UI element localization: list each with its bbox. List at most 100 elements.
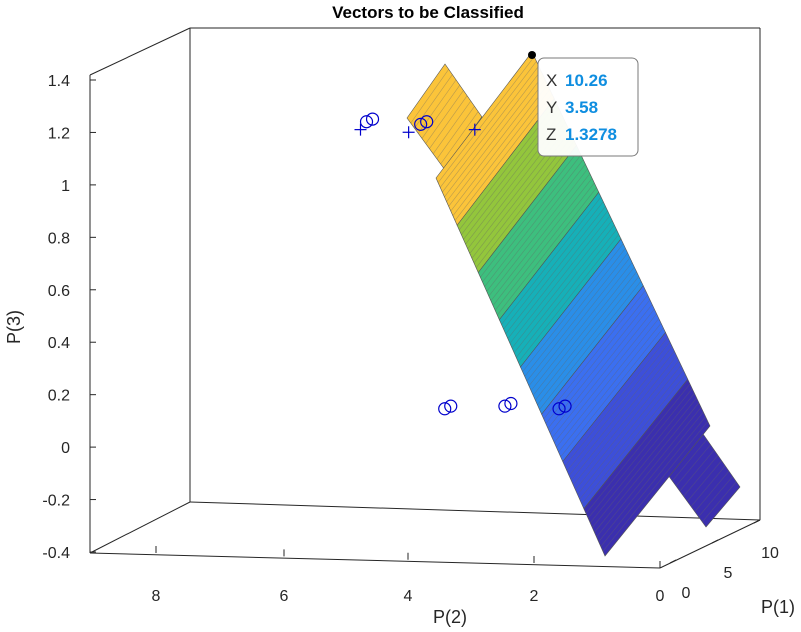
front-plane-gridline: [442, 65, 539, 193]
datatip-z-key: Z: [546, 125, 556, 144]
front-plane-gridline: [579, 369, 684, 500]
back-plane-gridline: [675, 444, 711, 487]
p1-tick-label: 0: [682, 585, 691, 602]
front-plane-gridline: [528, 257, 631, 387]
front-plane-gridline: [511, 220, 613, 349]
front-plane-gridline: [575, 360, 680, 491]
back-plane-gridline: [679, 449, 715, 492]
front-plane-gridline: [439, 61, 537, 188]
data-point-circle: [552, 402, 566, 416]
back-plane-gridline: [417, 79, 457, 134]
back-plane-gridline: [687, 460, 722, 502]
front-plane-gridline: [566, 341, 671, 472]
data-point-circle: [365, 112, 380, 126]
front-plane-gridline: [484, 159, 584, 287]
front-plane-gridline: [475, 140, 575, 268]
p3-tick-label: 0.2: [48, 388, 70, 405]
p3-axis-ticks: 1.4 1.2 1 0.8 0.6 0.4 0.2 0 -0.2 -0.4: [42, 73, 96, 562]
front-plane-gridline: [505, 206, 606, 335]
p3-tick-label: 0.4: [48, 335, 70, 352]
datatip[interactable]: X 10.26 Y 3.58 Z 1.3278: [528, 51, 639, 157]
front-plane-gridline: [558, 322, 662, 453]
front-plane-gridline: [577, 365, 682, 495]
p1-tick-mark: [711, 539, 719, 544]
front-plane-gridline: [551, 308, 655, 439]
p1-tick-label: 10: [761, 545, 779, 562]
data-point-plus: [354, 123, 367, 136]
back-plane-gridline: [683, 455, 719, 497]
data-point-circle: [504, 396, 518, 411]
p3-tick-label: -0.4: [42, 545, 70, 562]
front-plane-gridline: [503, 201, 604, 330]
p3-tick-label: -0.2: [42, 493, 70, 510]
chart-title: Vectors to be Classified: [332, 3, 524, 22]
front-plane-gridline: [556, 318, 660, 448]
front-plane-gridline: [602, 421, 709, 552]
back-plane-gridline: [698, 476, 733, 517]
front-plane-gridline: [490, 173, 591, 302]
front-plane-gridline: [524, 248, 626, 377]
data-point-circle: [558, 399, 572, 413]
front-plane-gridline: [518, 234, 620, 363]
front-plane-gridline: [570, 351, 675, 481]
front-plane-gridline: [585, 383, 691, 514]
data-point-circle: [359, 115, 374, 129]
datatip-box: [537, 57, 639, 157]
front-plane-band: [583, 378, 711, 557]
p3-tick-label: 1: [61, 178, 70, 195]
front-plane-gridline: [594, 402, 700, 533]
p3-tick-label: 0.6: [48, 283, 70, 300]
front-plane-gridline: [535, 271, 637, 401]
p2-tick-label: 8: [152, 588, 161, 605]
back-plane-gridline: [432, 100, 472, 154]
p3-tick-label: 0: [61, 440, 70, 457]
p3-tick-label: 0.8: [48, 230, 70, 247]
data-point-plus: [402, 126, 415, 139]
front-plane-gridline: [513, 224, 615, 354]
front-plane-gridline: [444, 70, 542, 198]
p2-tick-label: 4: [404, 588, 413, 605]
front-plane-gridline: [560, 327, 664, 457]
front-plane-gridline: [543, 290, 646, 420]
back-plane-gridline: [694, 470, 730, 512]
front-plane-gridline: [596, 407, 702, 538]
datatip-x-key: X: [546, 71, 557, 90]
front-plane-gridline: [452, 89, 551, 216]
front-plane-gridline: [516, 229, 617, 358]
front-plane-gridline: [486, 164, 586, 292]
front-plane-gridline: [589, 393, 695, 524]
front-plane-gridline: [448, 79, 546, 207]
front-plane-gridline: [592, 397, 697, 528]
front-plane-gridline: [545, 294, 648, 424]
data-point-circle: [438, 402, 452, 416]
datatip-anchor: [528, 51, 536, 59]
data-point-circle: [444, 399, 458, 413]
p2-tick-label: 2: [530, 588, 539, 605]
front-plane-gridline: [532, 266, 635, 396]
datatip-z-value: 1.3278: [565, 125, 617, 144]
front-plane-gridline: [522, 243, 624, 372]
front-plane-gridline: [598, 411, 704, 543]
back-plane-gridline: [421, 84, 460, 139]
p1-tick-mark: [753, 519, 761, 524]
front-plane-gridline: [497, 187, 597, 316]
p1-axis-ticks: 0 5 10: [669, 519, 779, 602]
front-plane-gridline: [564, 336, 668, 467]
back-plane-gridline: [425, 90, 464, 144]
back-plane-gridline: [410, 69, 449, 124]
p3-axis-label: P(3): [4, 310, 24, 344]
back-plane-gridline: [702, 481, 737, 523]
data-point-circle: [414, 117, 428, 131]
front-plane-gridline: [450, 84, 548, 212]
front-plane-gridline: [581, 374, 686, 505]
back-plane-gridline: [429, 95, 468, 149]
front-plane-gridline: [437, 56, 535, 183]
data-markers: [354, 112, 614, 416]
front-plane-gridline: [482, 154, 582, 283]
p1-tick-mark: [669, 559, 677, 564]
p3-tick-label: 1.2: [48, 125, 70, 142]
back-plane-gridline: [672, 439, 708, 482]
datatip-x-value: 10.26: [565, 71, 608, 90]
back-plane-gridline: [440, 111, 479, 165]
